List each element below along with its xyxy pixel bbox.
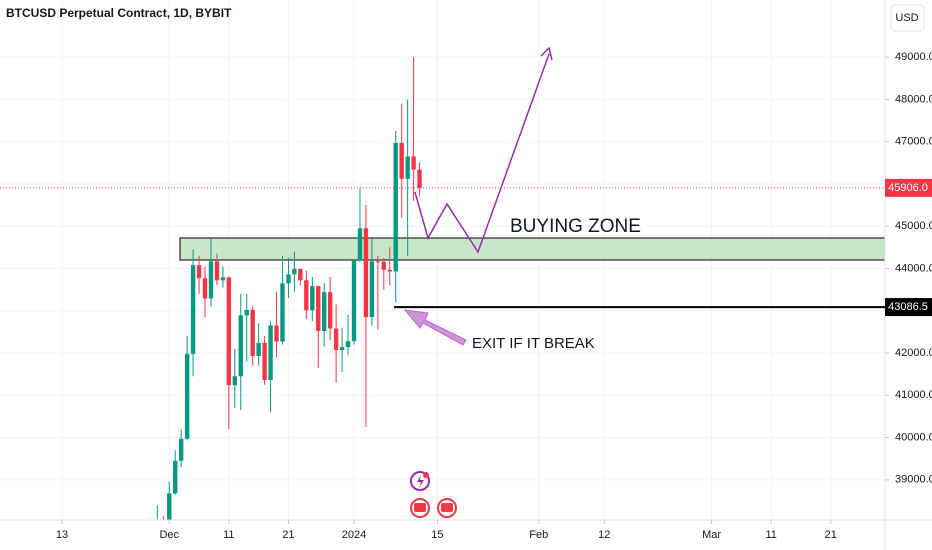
event-icon-glyph (417, 475, 424, 488)
stop-level-box (885, 298, 932, 317)
candle-body (244, 309, 249, 316)
pointer-arrow (403, 309, 467, 346)
currency-box[interactable] (890, 4, 925, 32)
annotation: BUYING ZONE (510, 216, 641, 237)
candle-body (238, 315, 243, 377)
x-tick-label: Dec (159, 529, 179, 541)
projection-path (414, 53, 550, 254)
candle-body (250, 309, 255, 356)
candle-body (226, 277, 232, 386)
candle-body (405, 156, 410, 179)
projection-arrowhead (540, 46, 553, 61)
y-tick-label: 41000.0 (895, 389, 932, 401)
y-tick-label: 39000.0 (895, 474, 932, 486)
candle-body (345, 341, 351, 348)
candle-body (399, 142, 404, 179)
candle-body (369, 261, 375, 318)
chart-title: BTCUSD Perpetual Contract, 1D, BYBIT (6, 6, 232, 20)
y-tick-label: 40000.0 (895, 431, 932, 443)
candle-body (190, 265, 196, 354)
candle-body (262, 342, 267, 381)
x-tick-label: 11 (223, 529, 234, 541)
candles (156, 57, 422, 520)
annotation: EXIT IF IT BREAK (472, 335, 595, 352)
candle-body (304, 280, 309, 311)
candle-body (316, 286, 321, 332)
y-tick-label: 44000.0 (895, 262, 932, 274)
candle-body (310, 286, 315, 311)
candle-body (274, 325, 279, 342)
candle-body (298, 268, 303, 281)
candle-body (351, 260, 357, 342)
candle-body (196, 265, 202, 279)
x-tick-label: 21 (282, 529, 294, 541)
x-tick-label: 2024 (342, 529, 366, 541)
candle-body (381, 261, 386, 270)
x-tick-label: 15 (431, 529, 443, 541)
candle-body (173, 460, 178, 494)
x-tick-label: Feb (529, 529, 548, 541)
candle-body (167, 493, 172, 520)
candle-body (214, 261, 220, 281)
last-price-box (885, 178, 932, 197)
x-tick-label: 11 (765, 529, 776, 541)
candle-body (375, 261, 381, 263)
x-tick-label: 21 (825, 529, 837, 541)
y-tick-label: 45000.0 (895, 220, 932, 232)
candle-body (256, 342, 261, 356)
candle-body (232, 376, 238, 386)
candle-body (220, 277, 226, 281)
y-tick-label: 49000.0 (895, 51, 932, 63)
candle-body (286, 274, 291, 284)
candle-body (327, 292, 333, 329)
candle-body (268, 325, 273, 381)
x-tick-label: 12 (598, 529, 610, 541)
currency: USD (895, 12, 918, 24)
candle-body (322, 292, 327, 332)
buying-zone (179, 237, 886, 261)
axes: 39000.040000.041000.042000.043000.044000… (0, 51, 932, 541)
candle-body (202, 278, 208, 299)
x-tick-label: Mar (702, 529, 721, 541)
y-tick-label: 47000.0 (895, 136, 932, 148)
candle-body (178, 438, 184, 461)
flag-glyph (414, 503, 426, 512)
last-price-label: 45906.0 (888, 182, 928, 194)
candle-body (339, 347, 345, 351)
x-tick-label: 13 (56, 529, 68, 541)
stop-level-label: 43086.5 (888, 301, 928, 313)
candle-body (184, 353, 190, 439)
y-tick-label: 48000.0 (895, 93, 932, 105)
candle-body (387, 269, 392, 272)
event-dot (423, 472, 429, 478)
candle-body (280, 283, 285, 342)
flag-glyph (441, 503, 453, 512)
candle-body (393, 142, 398, 272)
candle-body (363, 228, 369, 318)
candle-body (333, 328, 339, 351)
candle-body (357, 228, 363, 261)
candle-body (208, 261, 214, 299)
y-tick-label: 42000.0 (895, 347, 932, 359)
candle-body (417, 169, 422, 188)
candle-body (411, 156, 416, 170)
candle-body (292, 268, 297, 275)
